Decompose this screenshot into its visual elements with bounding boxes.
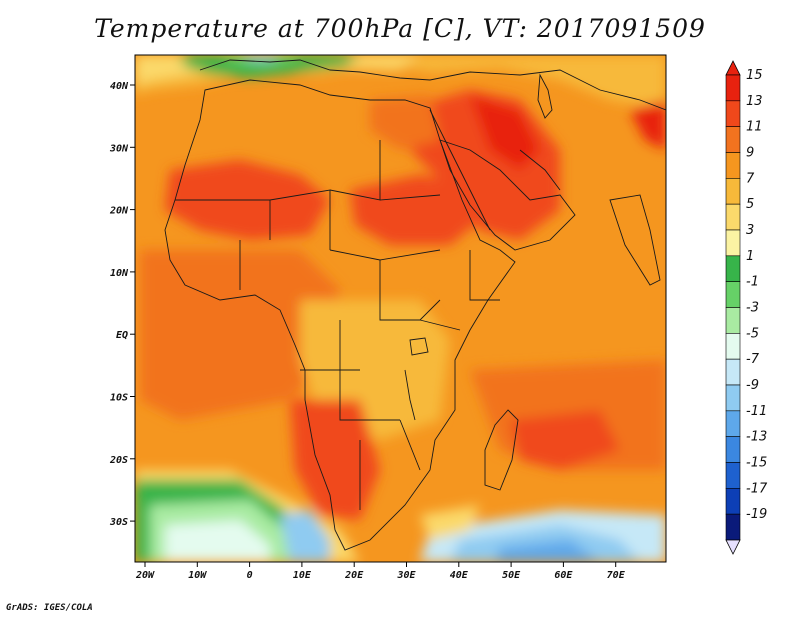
mediterranean-coast bbox=[199, 59, 666, 111]
arabia-coastline bbox=[439, 139, 576, 251]
colorbar-label: 11 bbox=[746, 120, 763, 135]
lon-tick-label: 10E bbox=[293, 570, 312, 581]
lat-tick-label: 10N bbox=[110, 268, 129, 279]
africa-coastline bbox=[164, 79, 516, 551]
lon-tick-label: 70E bbox=[607, 570, 626, 581]
lat-tick-label: 30S bbox=[109, 517, 128, 528]
colorbar-swatch bbox=[725, 74, 741, 102]
colorbar-label: -5 bbox=[746, 326, 759, 341]
contour-madagascar-hot bbox=[510, 410, 620, 470]
lon-tick-label: 20W bbox=[135, 570, 155, 581]
colorbar-swatch bbox=[725, 488, 741, 515]
latitude-axis: 40N 30N 20N 10N EQ 10S 20S 30S bbox=[109, 81, 135, 528]
colorbar-swatch bbox=[725, 384, 741, 412]
colorbar-swatch bbox=[725, 410, 741, 437]
grads-credit: GrADS: IGES/COLA bbox=[6, 603, 93, 613]
lon-tick-label: 20E bbox=[344, 570, 364, 581]
colorbar-label: -1 bbox=[746, 275, 759, 290]
caspian-sea bbox=[537, 73, 553, 119]
map-panel bbox=[135, 55, 666, 562]
colorbar-label: 15 bbox=[746, 68, 763, 83]
colorbar-label: -7 bbox=[746, 352, 760, 367]
contour-southeast-yellow bbox=[420, 505, 480, 540]
contour-egypt-warm bbox=[370, 95, 440, 150]
map-frame bbox=[134, 54, 667, 563]
colorbar-swatch bbox=[725, 333, 741, 360]
lake-tanganyika bbox=[404, 369, 416, 421]
contour-cape-blue bbox=[280, 510, 330, 562]
contour-iraq-hottest bbox=[470, 95, 540, 170]
colorbar-label: -9 bbox=[746, 378, 759, 393]
contour-pakistan-hot bbox=[630, 100, 666, 150]
colorbar-label: 13 bbox=[746, 94, 763, 109]
red-sea bbox=[429, 109, 491, 231]
lon-tick-label: 50E bbox=[502, 570, 521, 581]
lon-tick-label: 0 bbox=[247, 570, 253, 581]
persian-gulf bbox=[519, 149, 561, 191]
lat-tick-label: 10S bbox=[110, 393, 128, 404]
colorbar-label: -17 bbox=[746, 481, 768, 496]
colorbar-swatch bbox=[725, 307, 741, 334]
lake-victoria bbox=[409, 337, 429, 356]
colorbar-swatch bbox=[725, 126, 741, 153]
colorbar-label: -13 bbox=[746, 430, 767, 445]
colorbar-bottom-arrow bbox=[725, 539, 741, 555]
lon-tick-label: 40E bbox=[450, 570, 469, 581]
colorbar-swatch bbox=[725, 358, 741, 386]
map-title: Temperature at 700hPa [C], VT: 201709150… bbox=[94, 14, 706, 43]
colorbar-label: 5 bbox=[746, 197, 754, 212]
lon-tick-label: 30E bbox=[396, 570, 416, 581]
country-borders bbox=[175, 140, 500, 510]
lat-tick-label: 20S bbox=[109, 455, 128, 466]
contour-south-indian-deepblue bbox=[495, 540, 600, 562]
colorbar-label: 7 bbox=[746, 171, 755, 186]
colorbar-label: 3 bbox=[746, 223, 754, 238]
colorbar-swatch bbox=[725, 152, 741, 179]
longitude-axis: 20W 10W 0 10E 20E 30E 40E 50E 60E 70E bbox=[135, 562, 626, 581]
colorbar-label: 9 bbox=[746, 146, 754, 161]
colorbar-swatch bbox=[725, 513, 741, 541]
colorbar-swatch bbox=[725, 203, 741, 231]
lon-tick-label: 60E bbox=[554, 570, 573, 581]
lat-tick-label: EQ bbox=[116, 330, 128, 341]
temperature-contours bbox=[135, 55, 666, 562]
colorbar-label: -15 bbox=[746, 456, 767, 471]
contour-west-africa bbox=[140, 250, 340, 420]
contour-central-sahara-hot bbox=[350, 175, 480, 245]
colorbar-label: -11 bbox=[746, 404, 767, 419]
colorbar-swatch bbox=[725, 100, 741, 127]
contour-south-atlantic-white bbox=[165, 520, 270, 562]
madagascar-coastline bbox=[484, 409, 519, 491]
india-coastline bbox=[609, 194, 661, 286]
colorbar-label: -19 bbox=[746, 507, 767, 522]
colorbar-label: 1 bbox=[746, 249, 754, 264]
colorbar-swatch bbox=[725, 281, 741, 308]
colorbar-swatch bbox=[725, 436, 741, 463]
contour-namibia-hot bbox=[290, 400, 380, 520]
colorbar-swatch bbox=[725, 178, 741, 205]
coastlines-borders bbox=[164, 59, 666, 551]
colorbar: 15 13 11 9 7 5 3 1 -1 -3 -5 -7 -9 -11 -13 -15 -17 -19 bbox=[725, 60, 768, 555]
colorbar-label: -3 bbox=[746, 301, 759, 316]
colorbar-top-arrow bbox=[725, 60, 741, 76]
lat-tick-label: 20N bbox=[109, 206, 129, 217]
lon-tick-label: 10W bbox=[188, 570, 207, 581]
contour-europe-green bbox=[180, 55, 360, 78]
contour-europe-blue bbox=[240, 55, 280, 60]
lat-tick-label: 30N bbox=[109, 143, 129, 154]
colorbar-swatch bbox=[725, 462, 741, 489]
lat-tick-label: 40N bbox=[110, 81, 129, 92]
colorbar-swatch bbox=[725, 229, 741, 257]
colorbar-swatch bbox=[725, 255, 741, 282]
